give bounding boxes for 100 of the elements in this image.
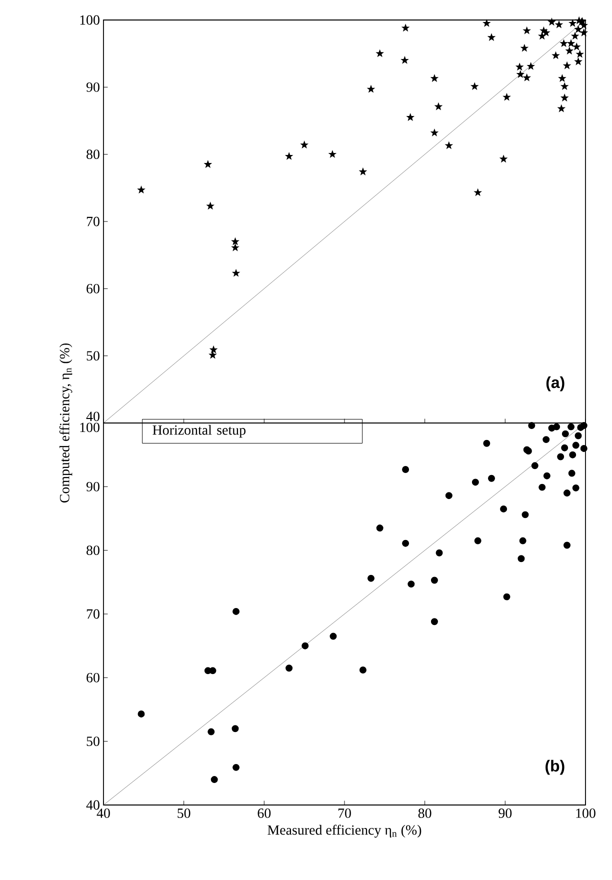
point [488, 34, 495, 41]
point [359, 168, 366, 175]
point [516, 63, 524, 70]
y-tick-label: 40 [86, 800, 100, 810]
y-tick-label: 100 [80, 422, 100, 432]
point [558, 104, 565, 112]
point [402, 540, 409, 547]
point [204, 160, 212, 168]
point [571, 32, 578, 40]
y-tick-label: 90 [86, 482, 100, 492]
point [580, 422, 588, 430]
point [137, 186, 145, 194]
point [517, 555, 524, 562]
point [470, 82, 478, 90]
point [580, 22, 588, 29]
annotation: Horizontal setup [152, 424, 246, 438]
point [548, 18, 556, 26]
point [406, 114, 414, 121]
point [567, 423, 574, 430]
y-tick-label: 50 [86, 351, 100, 361]
point [572, 43, 580, 50]
point [580, 28, 588, 36]
point [472, 478, 479, 486]
x-tick-label: 60 [258, 808, 270, 818]
point [543, 472, 550, 480]
point [502, 93, 510, 100]
x-tick-label: 50 [177, 808, 190, 818]
point [430, 618, 438, 626]
point [555, 20, 562, 28]
point [538, 484, 546, 491]
point [575, 16, 582, 24]
point [560, 444, 568, 452]
point [300, 141, 308, 148]
point [531, 462, 538, 470]
point [285, 664, 292, 672]
point [210, 346, 217, 353]
point [138, 710, 144, 718]
annotation: (a) [546, 376, 564, 392]
point [430, 129, 438, 136]
point [488, 474, 495, 482]
point [560, 82, 568, 90]
point [552, 423, 560, 430]
point [376, 50, 384, 57]
y-tick-label: 50 [86, 736, 100, 746]
y-tick-label: 100 [80, 15, 100, 25]
point [359, 666, 366, 674]
point [500, 155, 507, 162]
point [552, 52, 560, 59]
x-tick-label: 100 [576, 808, 596, 818]
point [436, 549, 443, 556]
point [556, 453, 564, 460]
point [367, 85, 374, 92]
point [522, 511, 528, 518]
point [367, 574, 374, 582]
x-tick-label: 90 [498, 808, 512, 818]
y-tick-label: 70 [86, 609, 100, 619]
x-tick-label: 40 [96, 808, 110, 818]
point [434, 102, 442, 110]
point [328, 150, 336, 158]
point [210, 776, 218, 784]
point [376, 524, 384, 532]
point [232, 725, 238, 732]
annotation: (b) [545, 760, 564, 775]
point [572, 442, 580, 449]
point [231, 238, 239, 245]
point [563, 62, 570, 69]
point [516, 70, 524, 78]
point [430, 576, 438, 584]
point [574, 58, 582, 65]
y-tick-label: 40 [86, 412, 100, 422]
point [232, 764, 240, 771]
point [568, 20, 576, 26]
point [574, 432, 582, 440]
point [430, 74, 438, 82]
y-tick-label: 90 [86, 82, 100, 92]
point [526, 62, 534, 70]
point [400, 56, 408, 64]
point [206, 202, 214, 210]
point [568, 451, 576, 458]
point [558, 74, 566, 82]
point [519, 537, 526, 544]
point [285, 152, 292, 160]
y-tick-label: 80 [86, 546, 100, 556]
point [402, 24, 409, 32]
point [474, 537, 482, 544]
point [560, 40, 568, 47]
point [482, 440, 490, 447]
point [208, 351, 216, 358]
point [207, 728, 214, 736]
point [231, 244, 239, 251]
point [500, 505, 507, 512]
point [402, 466, 409, 473]
point [540, 26, 548, 34]
point [482, 20, 490, 26]
point [572, 484, 580, 492]
x-tick-label: 80 [418, 808, 432, 818]
point [209, 667, 216, 674]
point [567, 40, 574, 47]
point [445, 142, 452, 149]
point [560, 94, 568, 102]
